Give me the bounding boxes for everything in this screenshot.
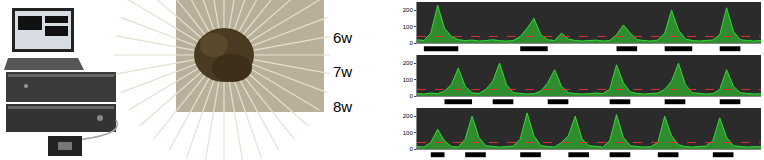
- svg-text:0: 0: [409, 40, 413, 46]
- html-text:7w: 7w: [333, 63, 353, 80]
- svg-text:0: 0: [409, 93, 413, 99]
- html-text:8w: 8w: [333, 98, 353, 115]
- svg-text:100: 100: [403, 130, 414, 136]
- svg-text:100: 100: [403, 24, 414, 30]
- svg-text:200: 200: [403, 7, 414, 13]
- svg-text:200: 200: [403, 60, 414, 66]
- svg-text:100: 100: [403, 77, 414, 83]
- html-text:6w: 6w: [333, 29, 353, 46]
- svg-text:0: 0: [409, 146, 413, 152]
- svg-text:200: 200: [403, 113, 414, 119]
